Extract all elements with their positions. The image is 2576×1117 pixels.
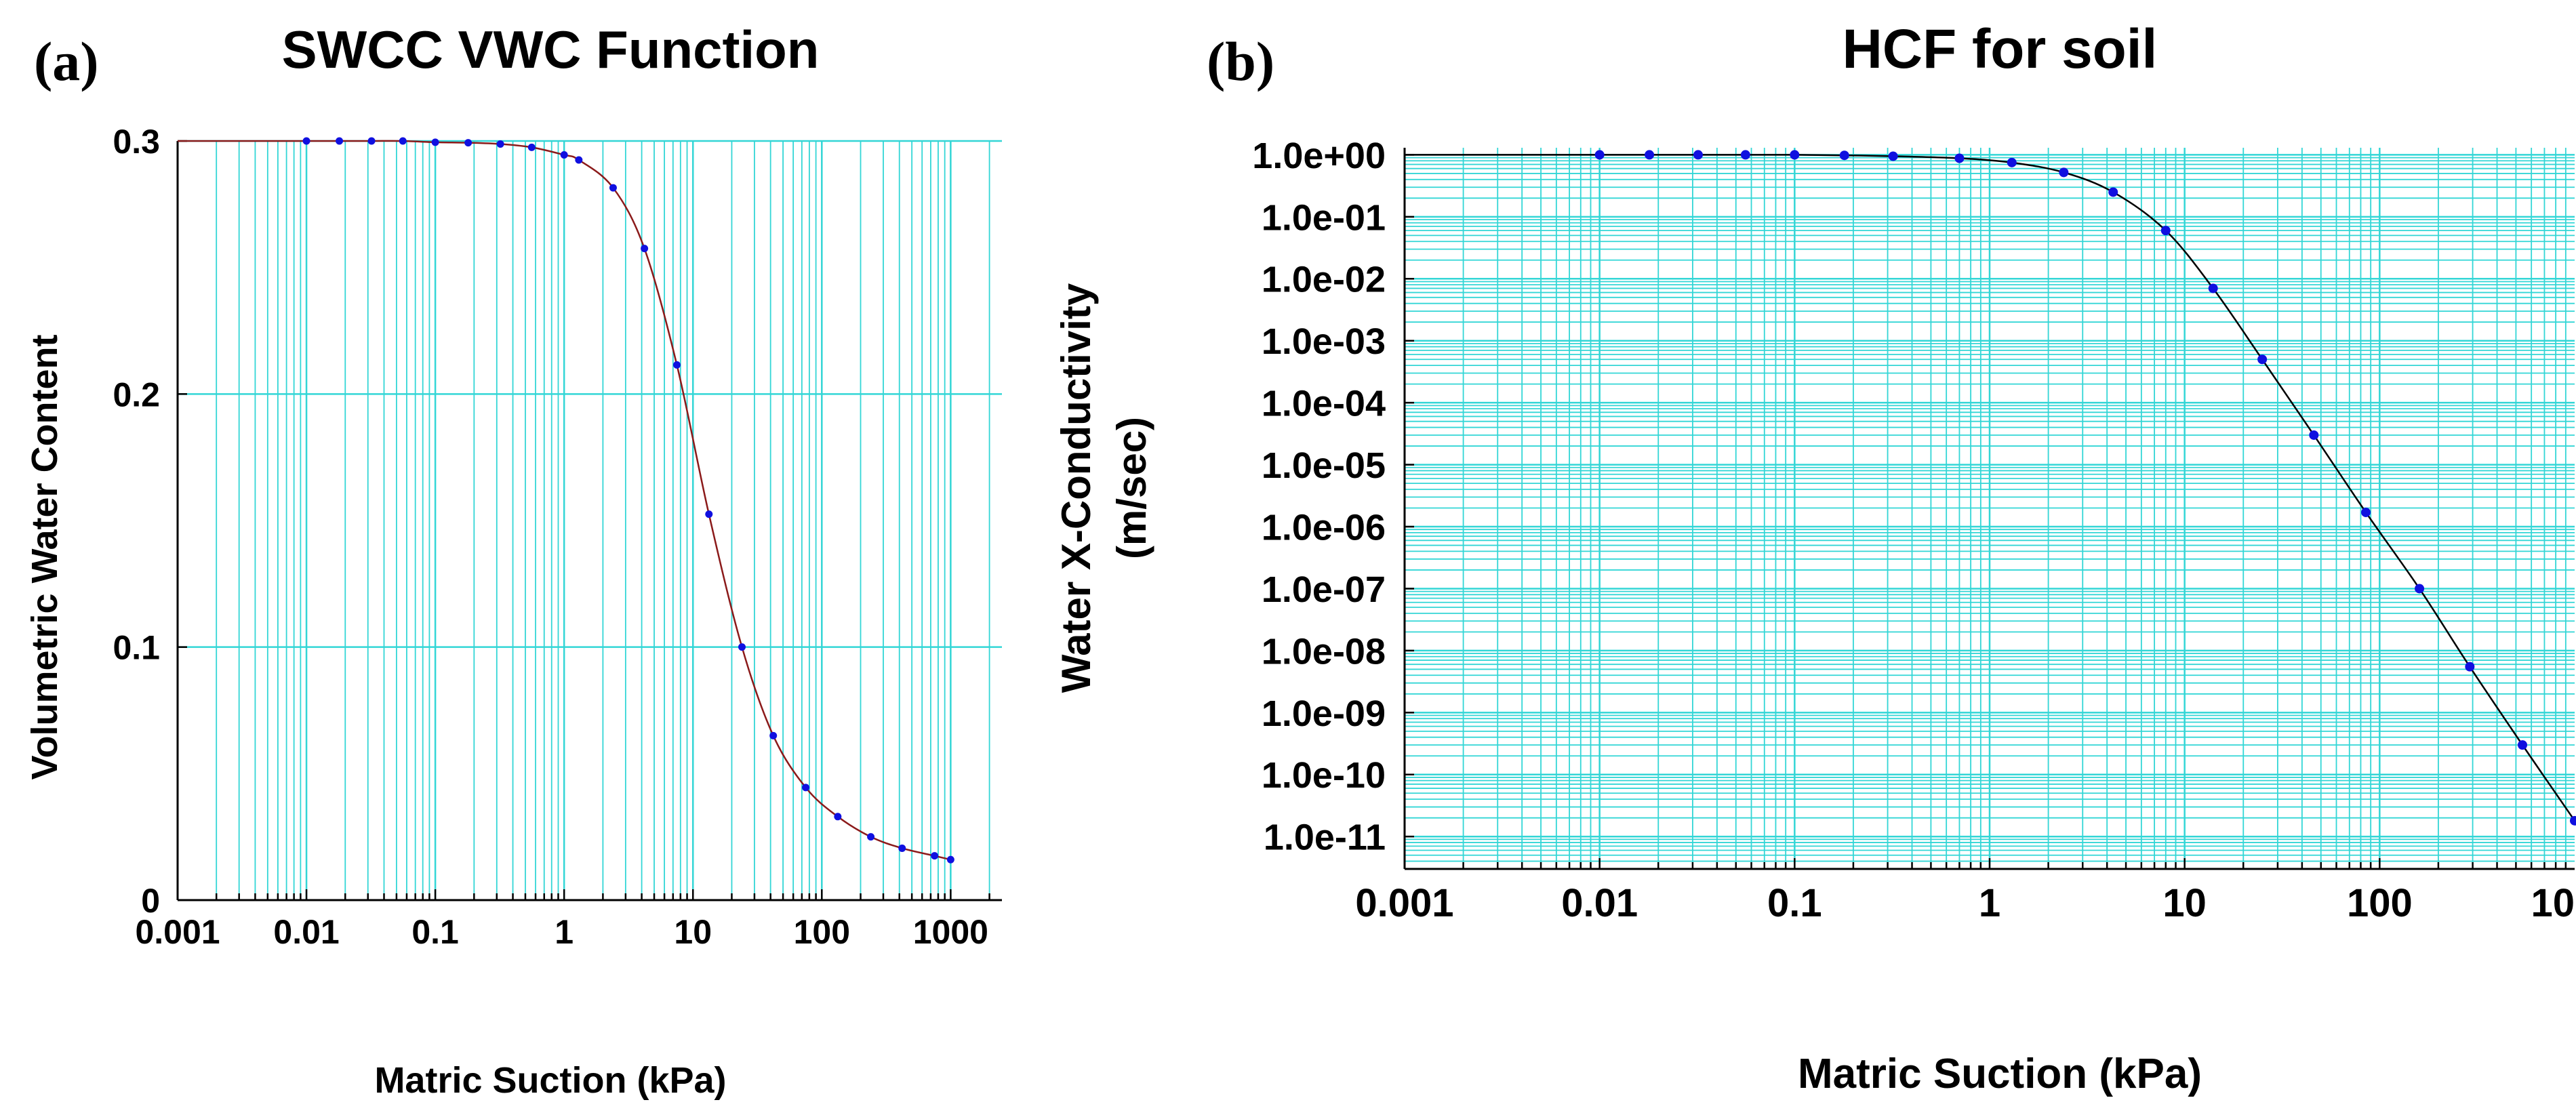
x-tick-label: 1000 xyxy=(913,913,988,951)
y-tick-label: 1.0e-08 xyxy=(1262,631,1386,672)
chart-a-data-point xyxy=(496,140,504,148)
chart-a-xlabel: Matric Suction (kPa) xyxy=(374,1060,726,1101)
chart-b-data-point xyxy=(2160,226,2171,236)
chart-a-data-point xyxy=(464,139,472,147)
chart-b-ylabel: Water X-Conductivity xyxy=(1053,283,1099,693)
chart-b-data-point xyxy=(2257,354,2268,365)
y-tick-label: 1.0e-04 xyxy=(1262,384,1386,424)
chart-a-data-point xyxy=(367,137,376,145)
chart-b-data-point xyxy=(1693,150,1703,160)
x-tick-label: 1 xyxy=(555,913,573,951)
x-tick-label: 0.1 xyxy=(1767,881,1822,925)
chart-b: 0.001 0.01 0.1 1 10 100 1000 1.0e+00 1.0e-01 1.0e… xyxy=(1252,136,2576,925)
y-tick-label: 1.0e-05 xyxy=(1262,445,1386,486)
chart-a-data-point xyxy=(834,813,842,821)
y-tick-label: 0.2 xyxy=(113,375,160,413)
chart-a-data-point xyxy=(609,184,617,192)
chart-a-data-point xyxy=(336,137,344,145)
chart-b-data-point xyxy=(2415,584,2425,594)
chart-a: 0.001 0.01 0.1 1 10 100 1000 0 0.1 0.2 0.3 xyxy=(113,123,1002,951)
y-tick-label: 1.0e-01 xyxy=(1262,197,1386,238)
chart-b-xlabel: Matric Suction (kPa) xyxy=(1798,1051,2202,1097)
x-tick-label: 10 xyxy=(2162,881,2207,925)
chart-a-data-point xyxy=(560,151,568,159)
chart-b-ylabel-unit: (m/sec) xyxy=(1109,417,1154,559)
y-tick-label: 1.0e-06 xyxy=(1262,507,1386,548)
x-tick-label: 1 xyxy=(1979,881,2000,925)
x-tick-label: 1000 xyxy=(2531,881,2576,925)
chart-a-data-point xyxy=(898,844,906,852)
x-tick-label: 10 xyxy=(674,913,712,951)
y-tick-label: 1.0e+00 xyxy=(1252,136,1386,176)
x-tick-label: 100 xyxy=(794,913,850,951)
x-tick-label: 100 xyxy=(2347,881,2413,925)
chart-a-ylabel: Volumetric Water Content xyxy=(24,334,65,779)
y-tick-label: 1.0e-11 xyxy=(1264,817,1386,858)
chart-a-data-point xyxy=(672,361,681,369)
x-tick-label: 0.01 xyxy=(273,913,339,951)
chart-b-data-point xyxy=(2309,430,2319,440)
chart-b-data-point xyxy=(2059,167,2069,178)
chart-a-data-point xyxy=(399,137,407,145)
chart-a-data-point xyxy=(705,510,713,519)
chart-b-title: HCF for soil xyxy=(1843,18,2158,80)
y-tick-label: 1.0e-10 xyxy=(1262,755,1386,796)
chart-b-data-point xyxy=(2208,283,2218,293)
chart-a-data-point xyxy=(641,245,649,253)
chart-a-grid xyxy=(178,140,1002,900)
panel-letter-b: (b) xyxy=(1207,31,1274,92)
y-tick-label: 1.0e-09 xyxy=(1262,693,1386,734)
chart-b-data-point xyxy=(1790,150,1800,160)
chart-b-grid xyxy=(1405,148,2575,870)
x-tick-label: 0.001 xyxy=(1355,881,1453,925)
chart-a-data-point xyxy=(738,643,746,651)
chart-a-data-point xyxy=(931,852,939,860)
y-tick-label: 1.0e-07 xyxy=(1262,569,1386,610)
chart-b-data-point xyxy=(2465,662,2475,672)
chart-b-data-point xyxy=(2108,187,2118,197)
y-tick-label: 0.3 xyxy=(113,123,160,161)
chart-b-data-point xyxy=(1954,153,1965,163)
x-tick-label: 0.01 xyxy=(1561,881,1638,925)
chart-a-data-point xyxy=(575,156,583,164)
x-tick-label: 0.001 xyxy=(135,913,220,951)
chart-b-data-point xyxy=(2361,507,2371,517)
chart-b-data-point xyxy=(1645,150,1655,160)
chart-a-data-point xyxy=(302,137,310,145)
y-tick-label: 0 xyxy=(141,882,160,920)
chart-b-data-point xyxy=(1888,151,1898,161)
chart-a-data-point xyxy=(527,143,536,151)
chart-a-data-point xyxy=(769,731,778,739)
y-tick-label: 0.1 xyxy=(113,629,160,667)
chart-b-data-point xyxy=(2518,740,2528,750)
y-tick-label: 1.0e-03 xyxy=(1262,321,1386,362)
chart-a-data-point xyxy=(867,833,875,841)
y-tick-label: 1.0e-02 xyxy=(1262,260,1386,300)
x-tick-label: 0.1 xyxy=(411,913,459,951)
panel-letter-a: (a) xyxy=(34,31,99,92)
chart-b-data-point xyxy=(2570,815,2576,826)
chart-b-data-point xyxy=(1839,150,1849,161)
chart-b-data-point xyxy=(1740,150,1750,160)
chart-b-data-point xyxy=(2007,157,2017,167)
chart-a-data-point xyxy=(802,784,810,792)
chart-a-data-point xyxy=(431,138,439,146)
chart-a-data-point xyxy=(946,855,954,864)
chart-b-data-point xyxy=(1594,150,1605,160)
chart-a-title: SWCC VWC Function xyxy=(282,20,820,79)
